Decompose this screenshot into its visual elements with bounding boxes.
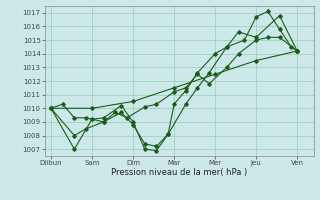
X-axis label: Pression niveau de la mer( hPa ): Pression niveau de la mer( hPa )	[111, 168, 247, 177]
